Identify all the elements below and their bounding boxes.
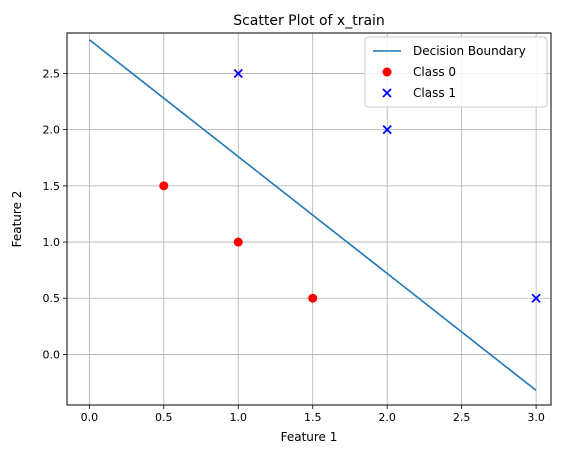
- x-tick-label: 0.0: [81, 411, 99, 424]
- class-1-point-stroke: [233, 68, 243, 79]
- y-axis-label: Feature 2: [10, 191, 24, 248]
- legend-entry-series-1: Class 1: [382, 86, 456, 100]
- legend-entry-line: Decision Boundary: [373, 44, 526, 58]
- y-tick-label: 2.0: [43, 124, 61, 137]
- decision-boundary-line: [88, 39, 537, 392]
- class-1-point-stroke: [382, 125, 392, 135]
- x-tick-label: 1.5: [304, 411, 322, 424]
- y-tick-label: 0.5: [43, 292, 61, 305]
- x-tick-label: 2.5: [453, 411, 471, 424]
- class-0-point: [233, 237, 243, 247]
- class-1-point: [233, 68, 243, 79]
- plot-content: [88, 39, 541, 392]
- class-1-point: [382, 125, 392, 135]
- legend-label: Class 1: [413, 86, 456, 100]
- class-0-point: [159, 181, 169, 191]
- legend-marker-swatch-stroke: [382, 88, 392, 98]
- legend-label: Decision Boundary: [413, 44, 526, 58]
- chart-title: Scatter Plot of x_train: [233, 13, 385, 29]
- x-tick-label: 2.0: [378, 411, 396, 424]
- x-tick-label: 3.0: [527, 411, 545, 424]
- y-tick-label: 1.0: [43, 236, 61, 249]
- class-1-point-stroke: [531, 293, 541, 303]
- y-tick-label: 1.5: [43, 180, 61, 193]
- x-tick-label: 0.5: [155, 411, 173, 424]
- legend: Decision Boundary Class 0 Class 1: [364, 36, 548, 108]
- legend-marker-swatch: [382, 67, 392, 77]
- legend-box: [364, 36, 548, 108]
- y-tick-label: 2.5: [43, 67, 61, 80]
- y-tick-label: 0.0: [43, 348, 61, 361]
- x-axis-ticks: 0.0 0.5 1.0 1.5 2.0 2.5 3.0: [81, 405, 545, 424]
- legend-marker-swatch: [382, 88, 392, 98]
- class-0-point: [308, 293, 318, 303]
- y-axis-ticks: 0.0 0.5 1.0 1.5 2.0 2.5: [43, 67, 67, 361]
- legend-entry-series-0: Class 0: [382, 65, 456, 79]
- x-axis-label: Feature 1: [281, 430, 338, 444]
- plot-frame: [66, 32, 552, 406]
- legend-label: Class 0: [413, 65, 456, 79]
- x-tick-label: 1.0: [230, 411, 248, 424]
- class-1-point: [531, 293, 541, 303]
